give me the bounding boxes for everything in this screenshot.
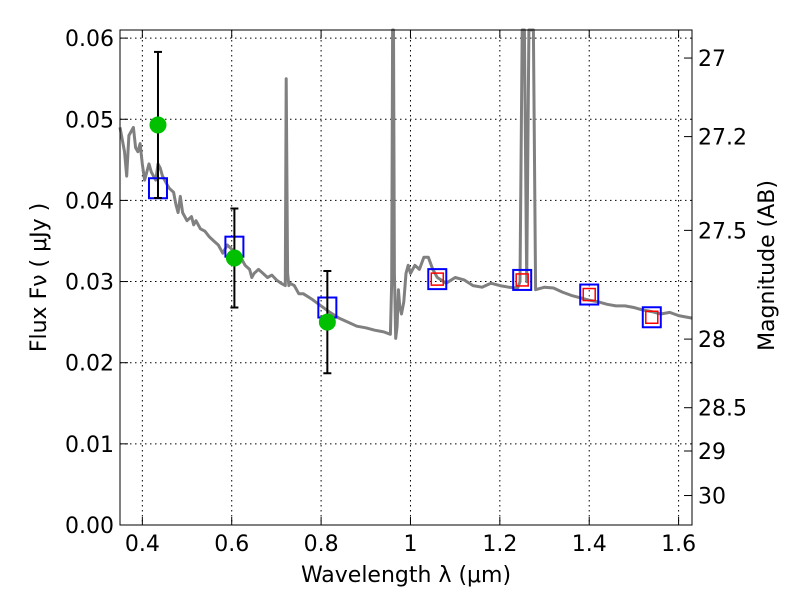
tick-layer: 0.4 0.6 0.8 1 1.2 1.4 1.6 0.00 0.01 0.02 0.03 0.04 0… bbox=[65, 27, 747, 557]
right-tick-label: 28 bbox=[698, 328, 726, 353]
y-axis-title: Flux Fν ( μJy ) bbox=[27, 203, 52, 352]
y-tick-label: 0.02 bbox=[65, 352, 114, 377]
curve-layer bbox=[118, 28, 693, 340]
y-tick-label: 0.06 bbox=[65, 27, 114, 52]
plot-frame bbox=[119, 29, 693, 526]
x-tick-label: 1.4 bbox=[572, 532, 607, 557]
x-axis-title: Wavelength λ (μm) bbox=[301, 563, 511, 588]
y-tick-label: 0.03 bbox=[65, 271, 114, 296]
observed-point bbox=[318, 313, 336, 331]
sed-curve bbox=[118, 28, 693, 340]
model-square-marker bbox=[427, 268, 448, 291]
model-square-marker bbox=[512, 268, 533, 291]
right-tick-label: 27.5 bbox=[698, 219, 747, 244]
x-tick-label: 0.4 bbox=[125, 532, 160, 557]
y-tick-label: 0.01 bbox=[65, 433, 114, 458]
model-square-marker bbox=[641, 306, 662, 329]
y-tick-label: 0.04 bbox=[65, 189, 114, 214]
model-square-marker bbox=[579, 283, 600, 306]
points-layer bbox=[147, 50, 662, 375]
observed-point bbox=[225, 249, 243, 267]
y-tick-label: 0.00 bbox=[65, 514, 114, 539]
x-tick-label: 0.8 bbox=[304, 532, 339, 557]
right-tick-label: 27.2 bbox=[698, 126, 747, 151]
x-tick-label: 1 bbox=[403, 532, 417, 557]
y-tick-label: 0.05 bbox=[65, 108, 114, 133]
right-tick-label: 27 bbox=[698, 47, 726, 72]
x-tick-label: 0.6 bbox=[214, 532, 249, 557]
x-tick-label: 1.6 bbox=[661, 532, 696, 557]
right-tick-label: 28.5 bbox=[698, 397, 747, 422]
predicted-square-marker bbox=[645, 310, 659, 325]
observed-point bbox=[149, 116, 167, 134]
right-axis-title: Magnitude (AB) bbox=[755, 180, 780, 351]
x-tick-label: 1.2 bbox=[482, 532, 517, 557]
predicted-square-marker bbox=[515, 273, 529, 287]
predicted-square-marker bbox=[430, 272, 445, 286]
right-tick-label: 30 bbox=[698, 485, 726, 510]
predicted-square-marker bbox=[582, 287, 596, 302]
right-tick-label: 29 bbox=[698, 440, 726, 465]
